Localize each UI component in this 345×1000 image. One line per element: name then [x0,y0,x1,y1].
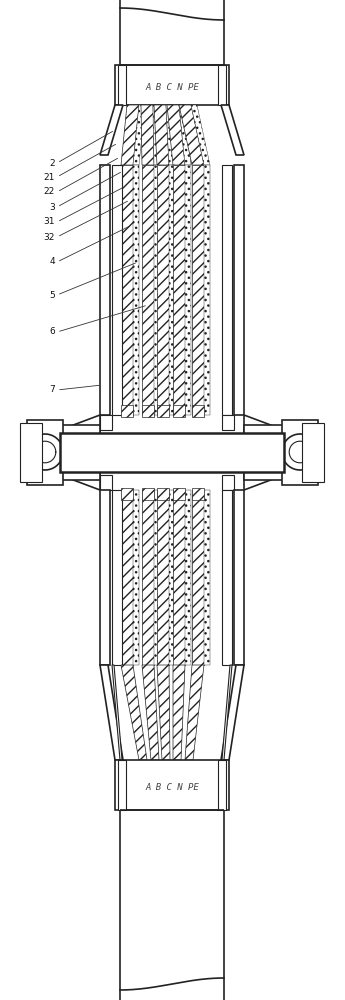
Bar [121,165,133,415]
Bar [154,165,160,415]
Text: 3: 3 [49,202,55,212]
Polygon shape [141,105,154,165]
Polygon shape [222,665,232,760]
Bar [185,165,191,415]
Text: 2: 2 [49,158,55,167]
Bar [60,425,100,480]
Polygon shape [222,415,234,430]
Polygon shape [100,105,123,155]
Polygon shape [221,105,244,155]
Bar [142,488,154,500]
Text: 5: 5 [49,290,55,300]
Bar [173,405,185,417]
Bar [192,490,204,665]
Polygon shape [60,415,100,490]
Polygon shape [179,105,191,165]
Text: 31: 31 [43,218,55,227]
Bar [222,490,232,665]
Polygon shape [142,665,159,760]
Bar [115,760,229,810]
Bar [112,490,122,665]
Bar [142,405,154,417]
Bar [192,405,204,417]
Bar [121,405,133,417]
Bar [121,490,133,665]
Bar [100,165,110,415]
Bar [20,423,42,482]
Bar [118,65,126,105]
Bar [118,760,126,810]
Bar [157,405,169,417]
Polygon shape [191,105,210,165]
Bar [302,423,324,482]
Bar [173,490,185,665]
Polygon shape [133,105,145,165]
Bar [173,488,185,500]
Text: A B C N PE: A B C N PE [145,782,199,792]
Polygon shape [179,105,204,165]
Bar [154,490,160,665]
Polygon shape [100,415,112,430]
Polygon shape [121,665,147,760]
Bar [142,490,154,665]
Polygon shape [166,105,175,165]
Polygon shape [222,475,234,490]
Polygon shape [112,665,122,760]
Bar [218,65,226,105]
Bar [157,490,169,665]
Text: 6: 6 [49,328,55,336]
Text: 22: 22 [44,188,55,196]
Bar [222,165,232,415]
Bar [204,490,210,665]
Bar [234,490,244,665]
Polygon shape [121,105,139,165]
Bar [60,433,284,472]
Bar [112,165,122,415]
Text: 7: 7 [49,385,55,394]
Bar [142,165,154,415]
Polygon shape [185,665,204,760]
Bar [133,165,139,415]
Bar [192,165,204,415]
Polygon shape [154,105,169,165]
Polygon shape [100,475,112,490]
Polygon shape [157,665,170,760]
Bar [121,488,133,500]
Text: 32: 32 [43,232,55,241]
Bar [133,490,139,665]
Bar [234,165,244,415]
Polygon shape [221,665,244,760]
Bar [282,420,318,485]
Text: 4: 4 [49,257,55,266]
Bar [169,490,175,665]
Polygon shape [100,665,123,760]
Bar [157,165,169,415]
Bar [27,420,63,485]
Bar [244,425,284,480]
Text: 21: 21 [43,172,55,182]
Polygon shape [244,415,284,490]
Bar [185,490,191,665]
Bar [169,165,175,415]
Bar [192,488,204,500]
Bar [115,65,229,105]
Bar [157,488,169,500]
Bar [100,490,110,665]
Text: A B C N PE: A B C N PE [145,84,199,93]
Bar [173,165,185,415]
Polygon shape [153,105,160,165]
Bar [204,165,210,415]
Bar [218,760,226,810]
Polygon shape [173,665,185,760]
Polygon shape [167,105,185,165]
